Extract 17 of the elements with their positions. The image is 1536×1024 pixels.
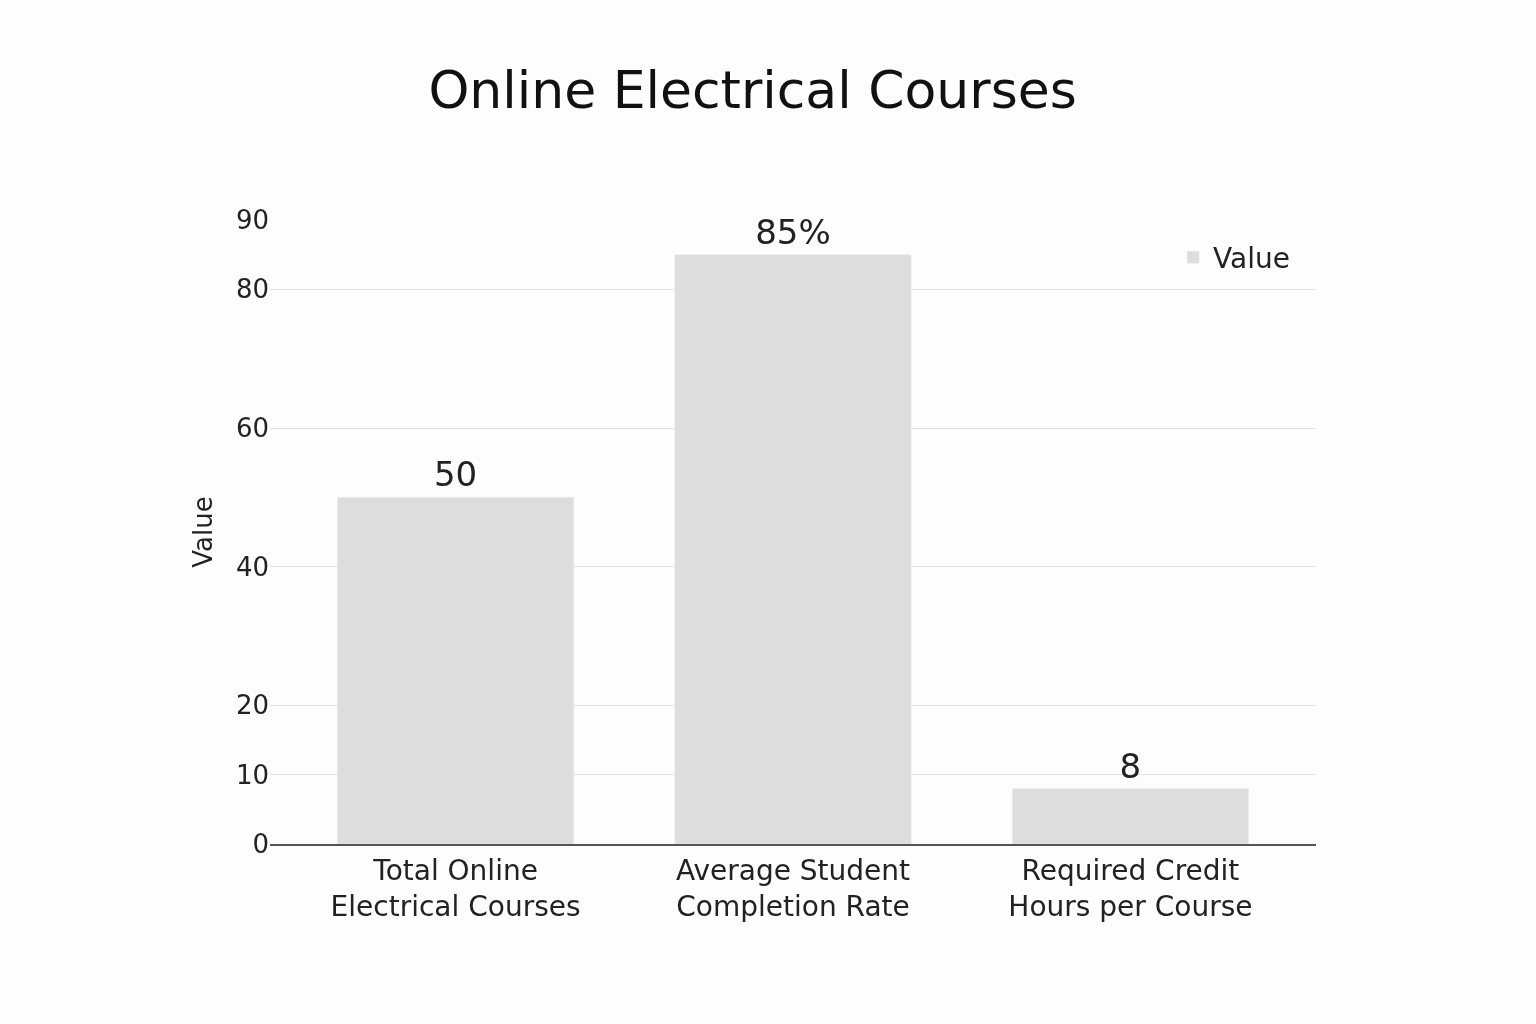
y-tick-label: 90	[235, 205, 269, 236]
x-tick-label: Required Credit Hours per Course	[1008, 853, 1253, 923]
data-label: 85%	[755, 211, 831, 252]
y-tick-label: 80	[235, 274, 269, 305]
y-tick-label: 40	[235, 551, 269, 582]
x-tick-label: Total Online Electrical Courses	[330, 853, 581, 923]
y-axis-title: Value	[188, 496, 219, 568]
x-tick-label: Average Student Completion Rate	[675, 853, 911, 923]
y-tick-label: 0	[252, 829, 269, 860]
chart-title: Online Electrical Courses	[428, 60, 1077, 121]
y-tick-label: 10	[235, 759, 269, 790]
y-tick-label: 20	[235, 690, 269, 721]
data-label: 50	[433, 454, 478, 495]
y-tick-label: 60	[235, 413, 269, 444]
bar	[1012, 788, 1249, 844]
legend-label: Value	[1213, 242, 1290, 276]
data-label: 8	[1119, 745, 1142, 786]
